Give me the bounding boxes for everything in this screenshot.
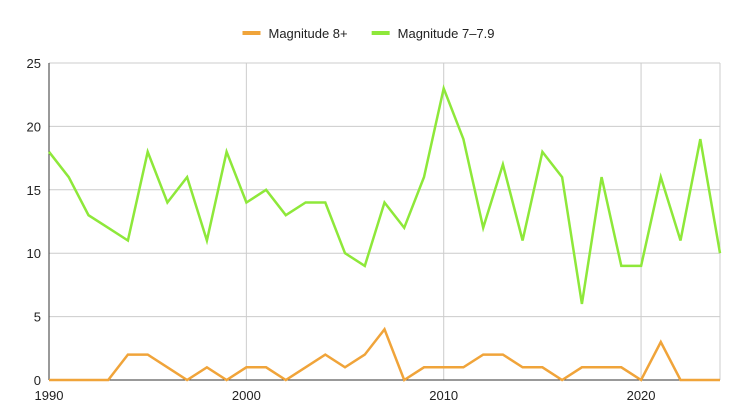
legend-label: Magnitude 8+: [268, 26, 347, 41]
y-tick-label: 10: [27, 246, 41, 261]
legend-label: Magnitude 7–7.9: [398, 26, 495, 41]
axes: 0 5 10 15 20 25 1990 2000 2010 2020: [27, 56, 721, 403]
y-tick-label: 0: [34, 373, 41, 388]
series-line-magnitude-7-7-9: [48, 84, 722, 305]
series-line-magnitude-8: [49, 326, 720, 382]
legend: Magnitude 8+ Magnitude 7–7.9: [242, 26, 495, 41]
y-tick-label: 25: [27, 56, 41, 71]
plot-area: [48, 84, 722, 382]
y-tick-label: 20: [27, 119, 41, 134]
legend-item-magnitude-7-7-9: Magnitude 7–7.9: [371, 26, 495, 41]
x-tick-label: 2010: [429, 388, 458, 403]
y-tick-label: 15: [27, 183, 41, 198]
legend-item-magnitude-8: Magnitude 8+: [242, 26, 348, 41]
grid: [49, 62, 720, 380]
x-tick-label: 1990: [35, 388, 64, 403]
x-tick-label: 2000: [232, 388, 261, 403]
x-tick-label: 2020: [627, 388, 656, 403]
y-tick-label: 5: [34, 310, 41, 325]
